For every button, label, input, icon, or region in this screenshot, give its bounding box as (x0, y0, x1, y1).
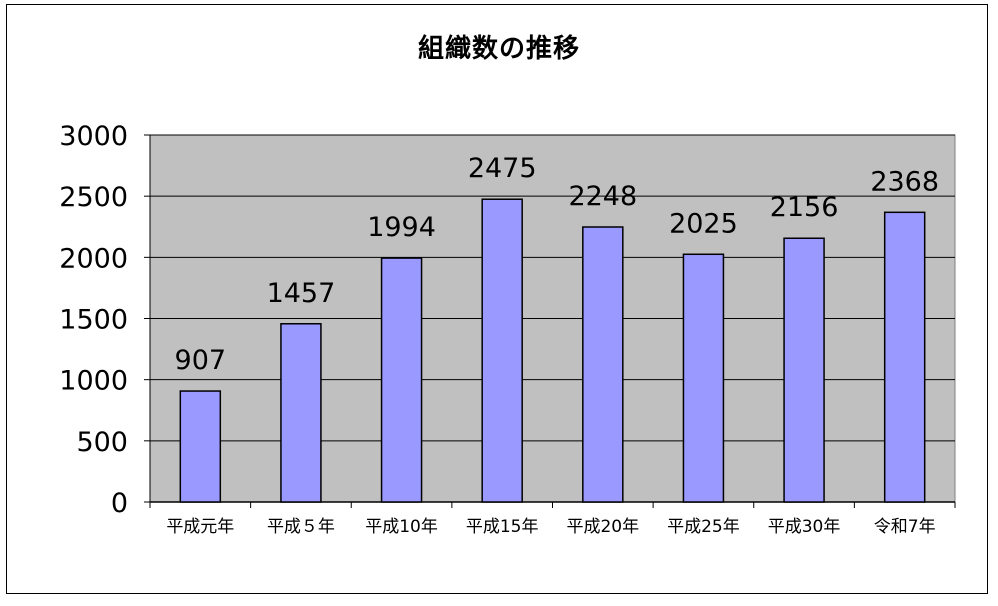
y-tick-label: 2000 (59, 243, 128, 274)
bar (179, 390, 222, 503)
bar (380, 257, 423, 503)
data-label: 2248 (568, 181, 637, 212)
data-label: 2156 (770, 192, 839, 223)
chart-title: 組織数の推移 (417, 34, 580, 64)
bar (481, 198, 523, 503)
y-tick-label: 0 (111, 488, 128, 519)
bar (883, 211, 926, 503)
data-label: 2368 (870, 166, 939, 197)
x-tick-label: 平成10年 (365, 517, 438, 537)
y-tick-label: 1500 (59, 305, 128, 336)
y-tick-label: 2500 (59, 182, 128, 213)
x-tick-label: 平成20年 (566, 517, 639, 537)
x-tick-label: 平成元年 (166, 517, 234, 537)
y-tick-label: 500 (76, 427, 128, 458)
y-tick-label: 1000 (59, 366, 128, 397)
x-tick-label: 平成５年 (267, 517, 335, 537)
x-tick-label: 令和7年 (874, 517, 936, 537)
data-label: 1457 (267, 278, 336, 309)
bar (682, 253, 725, 503)
y-tick-label: 3000 (59, 121, 128, 152)
x-tick-label: 平成25年 (667, 517, 740, 537)
data-label: 1994 (367, 212, 436, 243)
bar (280, 323, 322, 503)
data-label: 2025 (669, 208, 738, 239)
bar (783, 237, 825, 503)
data-label: 907 (175, 345, 227, 376)
bar (582, 226, 624, 503)
x-tick-label: 平成30年 (768, 517, 841, 537)
data-label: 2475 (468, 153, 537, 184)
x-tick-label: 平成15年 (466, 517, 539, 537)
